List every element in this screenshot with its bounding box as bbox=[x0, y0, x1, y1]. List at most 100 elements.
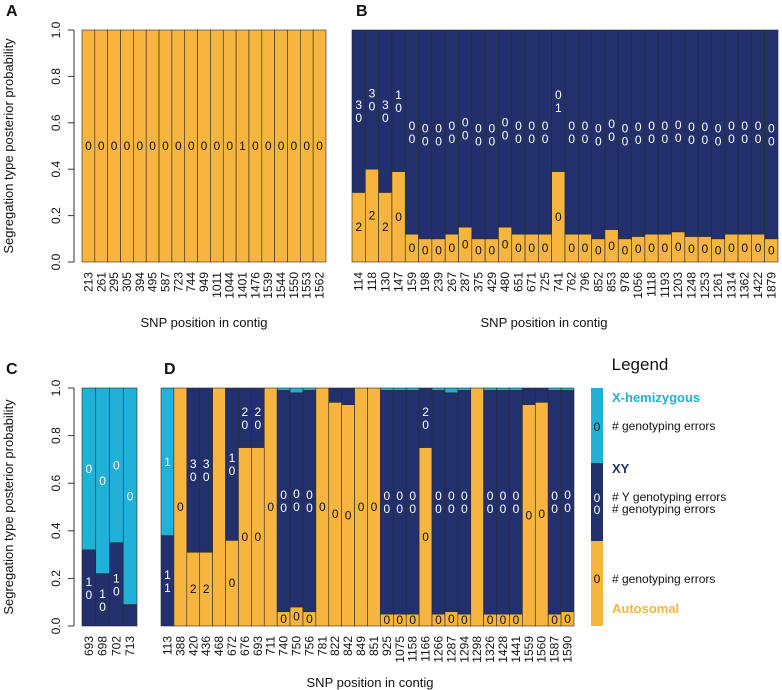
annotation-A-305-autosomal: 0 bbox=[124, 139, 131, 153]
x-tick-label-D: 1075 bbox=[393, 636, 407, 663]
annotation-B-1314-autosomal: 0 bbox=[728, 241, 735, 255]
y-tick-label-C: 0.2 bbox=[49, 570, 63, 587]
y-tick-label-A: 1.0 bbox=[49, 21, 63, 38]
annotation-B-651-autosomal: 0 bbox=[515, 241, 522, 255]
annotation-D-672-xy-2: 0 bbox=[229, 464, 236, 478]
x-tick-label-B: 1203 bbox=[671, 272, 685, 299]
annotation-B-725-xy-2: 0 bbox=[542, 132, 549, 146]
bar-D-1441-x-hemizygous bbox=[509, 387, 523, 391]
legend-badge-1-0: 0 bbox=[594, 491, 601, 505]
x-tick-label-B: 375 bbox=[471, 272, 485, 292]
bar-D-756-x-hemizygous bbox=[302, 387, 317, 391]
annotation-C-698-x-hemizygous: 0 bbox=[99, 474, 106, 488]
annotation-B-1193-autosomal: 0 bbox=[662, 241, 669, 255]
x-tick-label-B: 796 bbox=[578, 272, 592, 292]
annotation-A-213-autosomal: 0 bbox=[85, 139, 92, 153]
x-tick-label-B: 239 bbox=[432, 272, 446, 292]
annotation-B-239-autosomal: 0 bbox=[435, 243, 442, 257]
legend-title: Legend bbox=[612, 355, 669, 374]
annotation-B-159-xy-1: 0 bbox=[409, 119, 416, 133]
annotation-B-1203-autosomal: 0 bbox=[675, 240, 682, 254]
x-tick-label-D: 842 bbox=[341, 636, 355, 656]
annotation-B-852-autosomal: 0 bbox=[595, 243, 602, 257]
y-tick-label-C: 1.0 bbox=[49, 379, 63, 396]
annotation-B-853-autosomal: 0 bbox=[608, 239, 615, 253]
annotation-B-480-xy-2: 0 bbox=[502, 129, 509, 143]
annotation-B-1422-xy-1: 0 bbox=[755, 119, 762, 133]
annotation-C-698-xy-2: 0 bbox=[99, 600, 106, 614]
x-tick-label-B: 267 bbox=[445, 272, 459, 292]
annotation-D-750-xy-2: 0 bbox=[293, 500, 300, 514]
y-tick-label-C: 0.0 bbox=[49, 617, 63, 634]
annotation-D-388-autosomal: 0 bbox=[177, 500, 184, 514]
panel-letter-A: A bbox=[6, 3, 18, 20]
legend-xy-label: XY bbox=[612, 461, 630, 476]
annotation-D-1590-xy-2: 0 bbox=[564, 501, 571, 515]
x-tick-label-B: 114 bbox=[352, 272, 366, 291]
annotation-D-1590-autosomal: 0 bbox=[564, 612, 571, 626]
annotation-D-420-xy-2: 0 bbox=[190, 470, 197, 484]
x-tick-label-B: 1248 bbox=[684, 272, 698, 299]
annotation-B-741-autosomal: 0 bbox=[555, 210, 562, 224]
x-tick-label-A: 1044 bbox=[223, 272, 237, 299]
annotation-B-1056-autosomal: 0 bbox=[635, 242, 642, 256]
annotation-B-267-autosomal: 0 bbox=[449, 241, 456, 255]
annotation-B-239-xy-2: 0 bbox=[435, 134, 442, 148]
annotation-B-118-autosomal: 2 bbox=[369, 209, 376, 223]
x-tick-label-A: 394 bbox=[133, 272, 147, 292]
legend-badge-0-0: 0 bbox=[594, 420, 601, 434]
x-tick-label-D: 1587 bbox=[548, 636, 562, 663]
x-tick-label-A: 1550 bbox=[287, 272, 301, 299]
legend-badge-2-0: 0 bbox=[594, 572, 601, 586]
x-tick-label-B: 429 bbox=[485, 272, 499, 292]
annotation-D-676-xy-2: 0 bbox=[242, 418, 249, 432]
annotation-D-1075-xy-1: 0 bbox=[396, 489, 403, 503]
annotation-B-1261-xy-1: 0 bbox=[715, 121, 722, 135]
x-tick-label-A: 495 bbox=[146, 272, 160, 292]
bar-D-1560-xy bbox=[534, 387, 549, 403]
annotation-D-822-autosomal: 0 bbox=[332, 507, 339, 521]
annotation-D-676-autosomal: 0 bbox=[242, 530, 249, 544]
bar-C-713-xy bbox=[122, 604, 138, 627]
annotation-B-762-xy-2: 0 bbox=[568, 132, 575, 146]
annotation-A-587-autosomal: 0 bbox=[162, 139, 169, 153]
annotation-D-420-autosomal: 2 bbox=[190, 582, 197, 596]
annotation-B-725-xy-1: 0 bbox=[542, 119, 549, 133]
annotation-B-1314-xy-2: 0 bbox=[728, 132, 735, 146]
annotation-D-1587-xy-1: 0 bbox=[551, 489, 558, 503]
annotation-D-781-autosomal: 0 bbox=[319, 500, 326, 514]
annotation-D-1441-xy-1: 0 bbox=[513, 489, 520, 503]
y-tick-label-A: 0.8 bbox=[49, 68, 63, 85]
x-tick-label-D: 1266 bbox=[431, 636, 445, 663]
annotation-B-796-xy-1: 0 bbox=[582, 119, 589, 133]
bar-D-1590-x-hemizygous bbox=[560, 387, 575, 391]
y-tick-label-A: 0.4 bbox=[49, 161, 63, 178]
x-tick-label-B: 480 bbox=[498, 272, 512, 292]
annotation-D-1166-xy-2: 0 bbox=[422, 418, 429, 432]
annotation-A-1044-autosomal: 0 bbox=[226, 139, 233, 153]
annotation-C-702-xy-1: 1 bbox=[113, 571, 120, 585]
annotation-B-130-xy-1: 3 bbox=[382, 98, 389, 112]
bar-D-1298-autosomal bbox=[470, 387, 484, 627]
annotation-D-1587-autosomal: 0 bbox=[551, 613, 558, 627]
annotation-B-118-xy-1: 3 bbox=[369, 87, 376, 101]
x-axis-title-D: SNP position in contig bbox=[307, 675, 434, 690]
bar-D-1294-x-hemizygous bbox=[457, 387, 472, 391]
x-tick-label-B: 978 bbox=[618, 272, 632, 292]
legend-autosomal-label: Autosomal bbox=[612, 601, 679, 616]
annotation-B-978-xy-2: 0 bbox=[622, 134, 629, 148]
x-tick-label-B: 287 bbox=[458, 272, 472, 292]
annotation-D-1075-autosomal: 0 bbox=[396, 613, 403, 627]
annotation-B-651-xy-1: 0 bbox=[515, 119, 522, 133]
annotation-B-480-xy-1: 0 bbox=[502, 116, 509, 130]
x-tick-label-D: 822 bbox=[328, 636, 342, 656]
x-tick-label-B: 725 bbox=[538, 272, 552, 292]
annotation-B-429-xy-1: 0 bbox=[488, 121, 495, 135]
x-tick-label-B: 1422 bbox=[751, 272, 765, 299]
y-tick-label-C: 0.4 bbox=[49, 522, 63, 539]
annotation-D-1428-autosomal: 0 bbox=[500, 613, 507, 627]
x-tick-label-C: 713 bbox=[123, 636, 137, 656]
x-tick-label-D: 436 bbox=[199, 636, 213, 656]
